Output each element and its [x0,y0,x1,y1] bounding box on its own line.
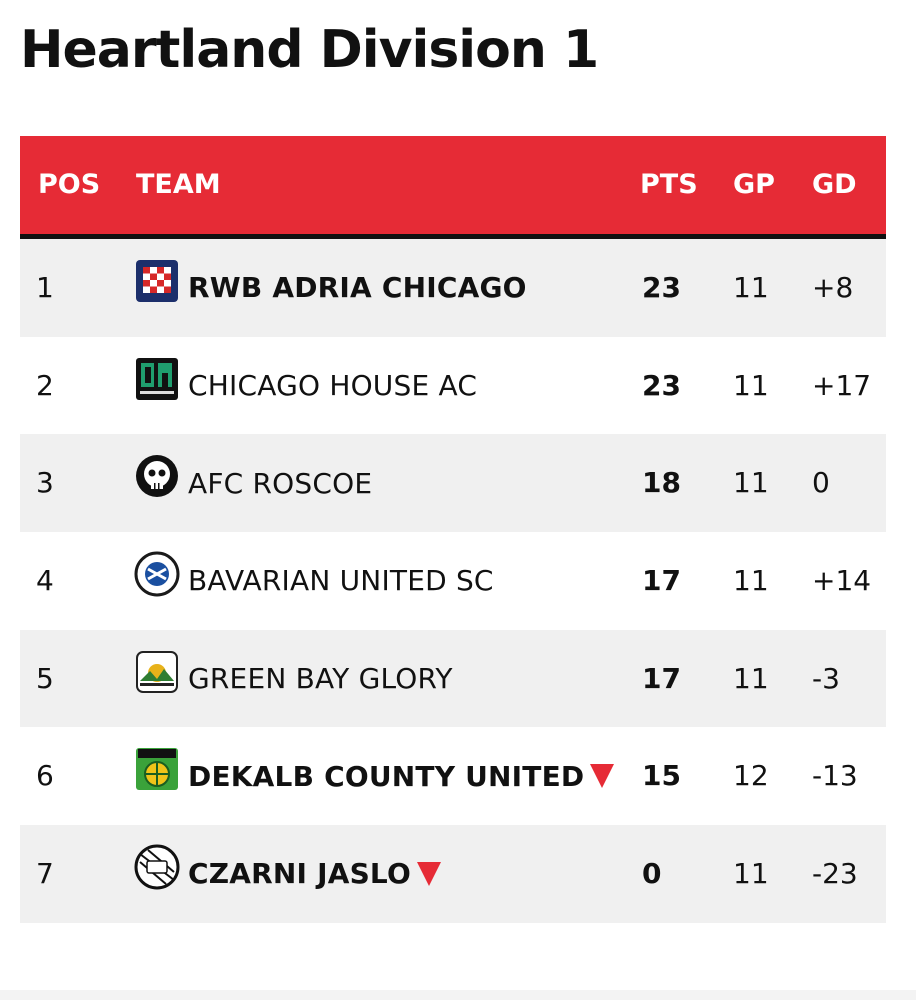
relegation-down-arrow-icon [416,861,441,886]
team-name[interactable]: CHICAGO HOUSE AC [188,369,478,403]
row-games-played: 11 [733,661,769,695]
team-cell[interactable]: BAVARIAN UNITED SC [134,532,494,630]
afc-roscoe-logo [136,455,178,498]
team-name[interactable]: DEKALB COUNTY UNITED [188,759,585,793]
row-games-played: 11 [733,857,769,891]
row-points: 18 [642,466,681,500]
table-row: 2 CHICAGO HOUSE AC 23 11 +17 [20,336,886,435]
row-goal-difference: 0 [812,466,830,500]
team-name[interactable]: CZARNI JASLO [188,857,411,891]
page-title: Heartland Division 1 [20,20,599,80]
row-games-played: 12 [733,759,769,793]
row-goal-difference: -13 [812,759,858,793]
bottom-bar [0,990,916,1000]
team-cell[interactable]: AFC ROSCOE [134,434,372,532]
row-goal-difference: +17 [812,368,872,402]
table-row: 3 AFC ROSCOE 18 11 0 [20,434,886,533]
row-points: 17 [642,564,681,598]
row-goal-difference: -3 [812,661,840,695]
green-bay-glory-logo [136,650,178,693]
row-position: 3 [36,466,54,500]
team-cell[interactable]: RWB ADRIA CHICAGO [134,239,527,337]
row-position: 2 [36,368,54,402]
row-points: 0 [642,857,662,891]
row-goal-difference: +14 [812,564,872,598]
row-points: 17 [642,661,681,695]
row-position: 4 [36,564,54,598]
team-name[interactable]: GREEN BAY GLORY [188,662,453,696]
row-position: 1 [36,271,54,304]
header-pts: PTS [640,169,698,200]
row-position: 7 [36,857,54,891]
team-cell[interactable]: CHICAGO HOUSE AC [134,337,477,435]
table-row: 6 DEKALB COUNTY UNITED 15 12 -13 [20,727,886,826]
header-gp: GP [733,169,775,200]
header-gd: GD [812,169,857,200]
row-points: 15 [642,759,681,793]
row-games-played: 11 [733,271,769,304]
row-position: 6 [36,759,54,793]
header-pos: POS [38,169,101,200]
table-row: 4 BAVARIAN UNITED SC 17 11 +14 [20,532,886,630]
row-points: 23 [642,271,681,304]
table-header: POS TEAM PTS GP GD [20,136,886,239]
czarni-jaslo-logo [134,844,180,890]
table-row: 1 RWB ADRIA CHICAGO 23 11 +8 [20,239,886,337]
team-cell[interactable]: DEKALB COUNTY UNITED [134,727,615,825]
header-team: TEAM [136,169,221,200]
team-cell[interactable]: CZARNI JASLO [134,825,441,923]
row-position: 5 [36,661,54,695]
table-row: 5 GREEN BAY GLORY 17 11 -3 [20,629,886,728]
row-games-played: 11 [733,368,769,402]
team-name[interactable]: BAVARIAN UNITED SC [188,564,494,598]
row-goal-difference: -23 [812,857,858,891]
row-goal-difference: +8 [812,271,854,304]
relegation-down-arrow-icon [590,764,615,789]
row-games-played: 11 [733,564,769,598]
team-name[interactable]: AFC ROSCOE [188,466,373,500]
team-name[interactable]: RWB ADRIA CHICAGO [188,271,527,305]
dekalb-county-logo [136,748,178,791]
chicago-house-logo [136,357,178,400]
standings-table: POS TEAM PTS GP GD 1 RWB ADRIA CHICAGO 23 1… [20,136,886,923]
table-row: 7 CZARNI JASLO 0 11 -23 [20,825,886,923]
table-body: 1 RWB ADRIA CHICAGO 23 11 +8 2 CHICAGO HOUSE A… [20,239,886,923]
rwb-adria-logo [136,259,178,302]
row-points: 23 [642,368,681,402]
row-games-played: 11 [733,466,769,500]
team-cell[interactable]: GREEN BAY GLORY [134,630,453,728]
bavarian-united-logo [134,551,180,597]
